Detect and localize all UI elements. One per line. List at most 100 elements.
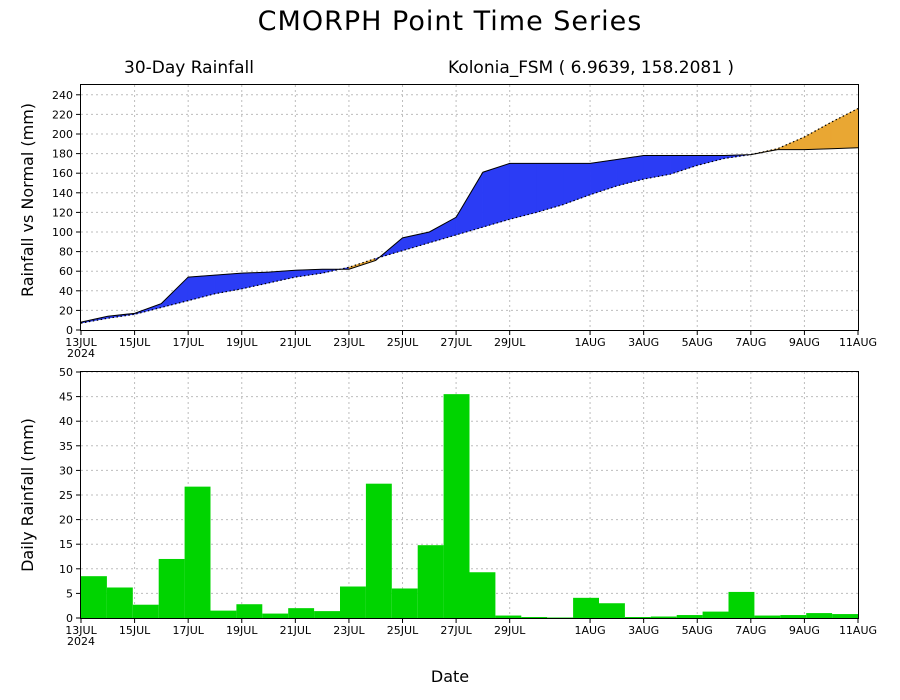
bottom-y-tick-label: 45 bbox=[59, 391, 73, 404]
top-plot-frame bbox=[80, 84, 859, 331]
top-x-tick-label: 9AUG bbox=[789, 336, 820, 349]
bottom-x-tick-label: 21JUL bbox=[280, 624, 312, 637]
daily-bar bbox=[236, 604, 263, 618]
bottom-y-tick-label: 25 bbox=[59, 489, 73, 502]
top-series-lines bbox=[80, 107, 859, 324]
top-area-fills bbox=[80, 108, 859, 324]
daily-bar bbox=[469, 572, 496, 618]
top-y-axis-label: Rainfall vs Normal (mm) bbox=[18, 103, 37, 297]
bottom-y-tick-label: 0 bbox=[66, 612, 73, 625]
bottom-y-tick-label: 10 bbox=[59, 563, 73, 576]
daily-bar bbox=[288, 608, 315, 618]
daily-bar bbox=[210, 610, 237, 618]
bottom-y-axis-label: Daily Rainfall (mm) bbox=[18, 418, 37, 572]
above-normal-segment bbox=[509, 163, 537, 220]
top-x-tick-label: 17JUL bbox=[172, 336, 204, 349]
top-x-tick-label: 21JUL bbox=[280, 336, 312, 349]
bottom-y-tick-label: 5 bbox=[66, 587, 73, 600]
bottom-y-tick-label: 20 bbox=[59, 514, 73, 527]
observed-line bbox=[80, 147, 859, 323]
daily-bar bbox=[650, 616, 677, 618]
chart-subtitle-right: Kolonia_FSM ( 6.9639, 158.2081 ) bbox=[448, 58, 734, 78]
daily-bar bbox=[780, 615, 807, 618]
above-normal-segment bbox=[187, 274, 216, 301]
bottom-y-tick-label: 35 bbox=[59, 440, 73, 453]
above-normal-segment bbox=[616, 155, 644, 187]
normal-line bbox=[80, 107, 859, 324]
above-normal-segment bbox=[455, 171, 484, 236]
top-grid bbox=[81, 85, 858, 330]
daily-bar bbox=[262, 613, 289, 618]
top-x-tick-label: 23JUL bbox=[333, 336, 365, 349]
daily-bar bbox=[624, 617, 651, 618]
top-y-tick-label: 120 bbox=[52, 206, 73, 219]
bottom-x-tick-label: 9AUG bbox=[789, 624, 820, 637]
bottom-x-tick-label: 15JUL bbox=[119, 624, 151, 637]
daily-bar bbox=[391, 588, 418, 618]
bottom-y-tick-label: 15 bbox=[59, 538, 73, 551]
above-normal-segment bbox=[241, 271, 269, 290]
top-y-tick-label: 0 bbox=[66, 324, 73, 337]
daily-bar bbox=[443, 394, 470, 618]
daily-bar bbox=[81, 576, 107, 618]
daily-bar bbox=[365, 483, 392, 618]
above-normal-segment bbox=[643, 155, 671, 180]
daily-bar bbox=[832, 614, 858, 618]
bottom-x-tick-label: 13JUL bbox=[65, 624, 97, 637]
top-y-tick-label: 160 bbox=[52, 167, 73, 180]
above-normal-segment bbox=[536, 163, 564, 213]
top-x-tick-label: 1AUG bbox=[575, 336, 606, 349]
x-axis-label: Date bbox=[431, 667, 469, 686]
daily-bar bbox=[417, 545, 444, 618]
top-x-tick-year-label: 2024 bbox=[67, 347, 95, 360]
below-normal-segment bbox=[830, 108, 859, 149]
daily-bar bbox=[676, 615, 703, 618]
top-y-tick-label: 40 bbox=[59, 285, 73, 298]
daily-bar bbox=[314, 611, 340, 618]
daily-bar bbox=[158, 558, 185, 618]
daily-bar bbox=[754, 615, 781, 618]
top-y-ticks: 0 20 40 60 80 100 120 140 160 180 200 220 240 bbox=[52, 89, 81, 337]
top-x-tick-label: 11AUG bbox=[839, 336, 877, 349]
bottom-x-tick-label: 19JUL bbox=[226, 624, 258, 637]
bottom-y-tick-label: 50 bbox=[59, 366, 73, 379]
top-x-tick-label: 27JUL bbox=[440, 336, 472, 349]
top-y-tick-label: 20 bbox=[59, 304, 73, 317]
daily-bar bbox=[495, 615, 522, 618]
bottom-x-tick-label: 1AUG bbox=[575, 624, 606, 637]
above-normal-segment bbox=[589, 159, 618, 196]
top-y-tick-label: 240 bbox=[52, 89, 73, 102]
daily-bar bbox=[184, 486, 211, 618]
top-y-tick-label: 80 bbox=[59, 246, 73, 259]
below-normal-segment bbox=[804, 121, 832, 150]
bottom-y-tick-label: 30 bbox=[59, 464, 73, 477]
bottom-x-tick-label: 25JUL bbox=[387, 624, 419, 637]
above-normal-segment bbox=[563, 163, 591, 205]
top-y-tick-label: 220 bbox=[52, 108, 73, 121]
above-normal-segment bbox=[670, 155, 698, 175]
daily-bar bbox=[340, 586, 366, 618]
chart-subtitle-left: 30-Day Rainfall bbox=[124, 58, 254, 78]
chart-title: CMORPH Point Time Series bbox=[258, 6, 643, 37]
bottom-x-tick-year-label: 2024 bbox=[67, 635, 95, 648]
bottom-x-tick-label: 3AUG bbox=[628, 624, 659, 637]
bottom-x-tick-label: 27JUL bbox=[440, 624, 472, 637]
daily-bar bbox=[132, 604, 159, 618]
daily-bar bbox=[106, 587, 133, 618]
top-x-tick-label: 19JUL bbox=[226, 336, 258, 349]
top-y-tick-label: 100 bbox=[52, 226, 73, 239]
top-x-tick-label: 25JUL bbox=[387, 336, 419, 349]
daily-bar bbox=[702, 611, 729, 618]
daily-bar bbox=[728, 591, 755, 618]
bottom-x-tick-label: 5AUG bbox=[682, 624, 713, 637]
top-y-tick-label: 180 bbox=[52, 148, 73, 161]
bottom-x-tick-label: 29JUL bbox=[494, 624, 526, 637]
daily-bar bbox=[573, 597, 599, 618]
top-y-tick-label: 60 bbox=[59, 265, 73, 278]
bottom-x-tick-label: 23JUL bbox=[333, 624, 365, 637]
top-x-tick-label: 3AUG bbox=[628, 336, 659, 349]
top-y-tick-label: 140 bbox=[52, 187, 73, 200]
daily-bar bbox=[521, 617, 548, 618]
